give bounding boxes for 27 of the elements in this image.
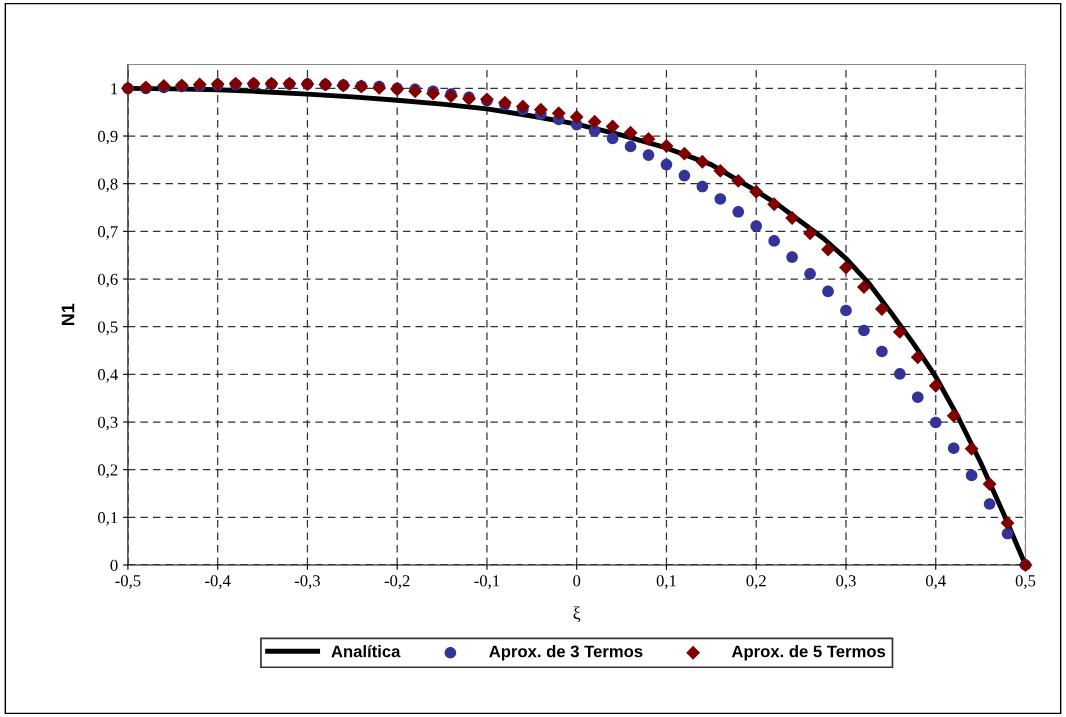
x-tick-label: 0,1: [656, 575, 676, 589]
x-tick-label: 0,4: [925, 575, 946, 589]
legend-label: Aprox. de 3 Termos: [489, 645, 643, 661]
x-tick-label: -0,2: [384, 575, 410, 589]
x-axis-title: ξ: [573, 606, 581, 623]
x-tick-label: -0,3: [294, 575, 320, 589]
x-tick-label: -0,1: [474, 575, 500, 589]
y-tick-label: 0,3: [98, 416, 118, 431]
y-tick-label: 0,8: [98, 178, 118, 193]
y-tick-label: 0,4: [98, 369, 118, 383]
y-tick-label: 0,1: [98, 512, 118, 526]
y-tick-label: 0,5: [98, 321, 118, 336]
y-tick-label: 0,6: [98, 273, 118, 288]
x-tick-label: 0,5: [1015, 575, 1036, 589]
y-tick-label: 0,7: [98, 226, 118, 240]
y-tick-label: 1: [111, 83, 118, 95]
y-tick-label: 0,9: [98, 130, 118, 145]
y-axis-title: N1: [61, 303, 75, 326]
x-tick-label: -0,4: [205, 575, 231, 589]
legend-label: Analítica: [331, 644, 401, 658]
y-tick-label: 0,2: [98, 464, 118, 479]
x-tick-label: 0: [573, 575, 581, 587]
x-tick-label: 0,3: [836, 575, 856, 589]
legend-label: Aprox. de 5 Termos: [731, 645, 886, 661]
y-tick-label: 0: [110, 559, 118, 571]
x-tick-label: 0,2: [746, 575, 766, 589]
x-tick-label: -0,5: [115, 575, 141, 589]
